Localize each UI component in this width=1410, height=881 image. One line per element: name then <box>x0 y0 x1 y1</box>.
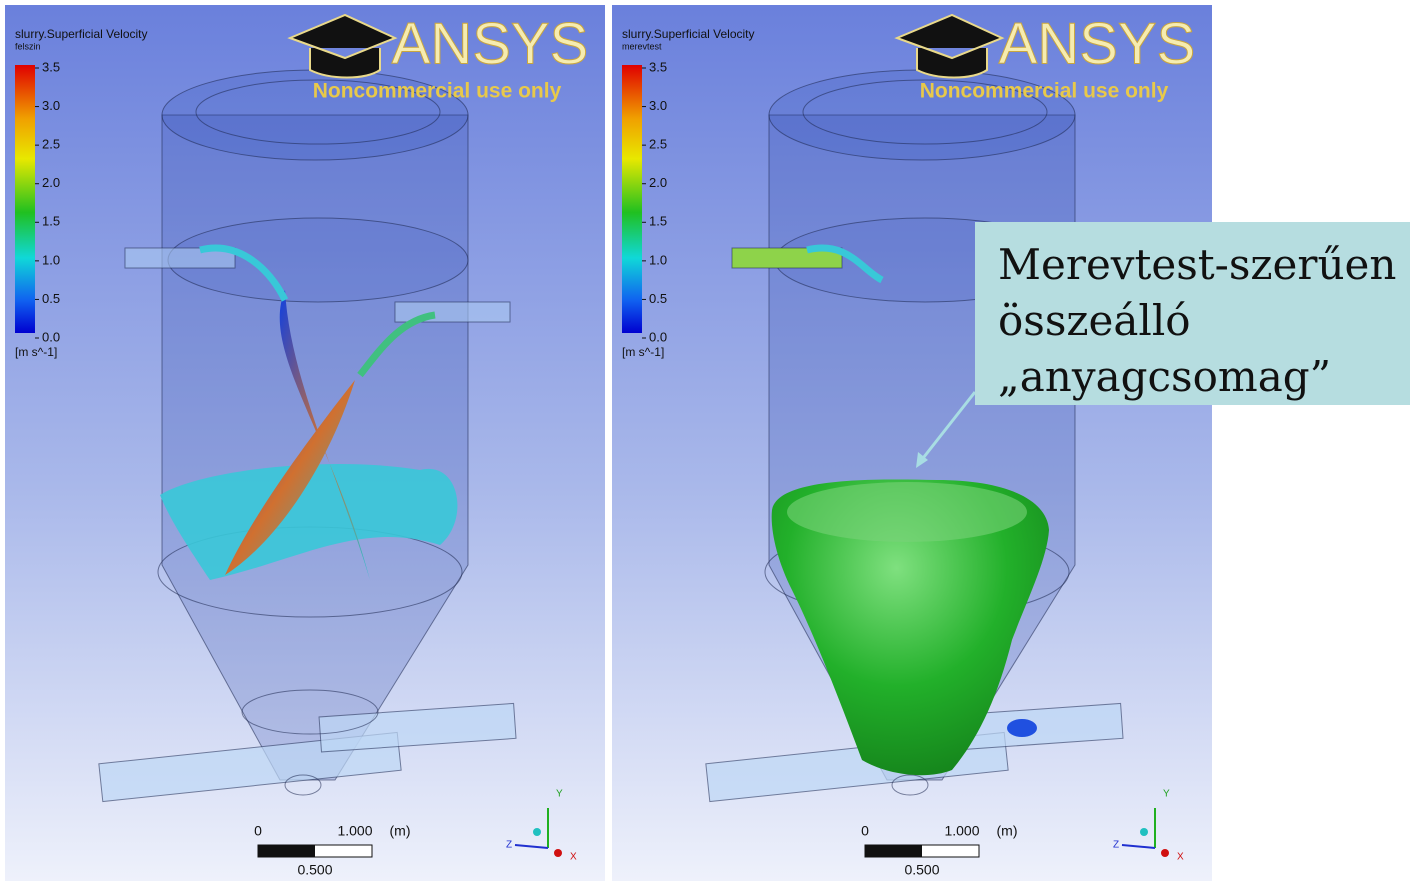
legend-tick-label: 0.0 <box>42 329 60 344</box>
callout-line: „anyagcsomag” <box>998 352 1331 401</box>
legend-variable: felszin <box>15 41 41 51</box>
scale-end: 1.000 <box>337 823 372 839</box>
legend-tick-label: 3.0 <box>42 98 60 113</box>
scale-start: 0 <box>861 823 869 839</box>
color-bar <box>15 65 35 333</box>
axis-y-label: Y <box>556 789 563 800</box>
legend-tick-label: 2.5 <box>42 137 60 152</box>
callout-line: összeálló <box>998 296 1191 345</box>
logo-brand: ANSYS <box>999 11 1196 76</box>
scale-bar-fill <box>865 845 922 857</box>
axis-origin <box>533 828 541 836</box>
axis-x-label: X <box>1177 852 1184 863</box>
legend-unit: [m s^-1] <box>622 345 664 359</box>
legend-tick-label: 1.5 <box>42 214 60 229</box>
legend-tick-label: 2.5 <box>649 137 667 152</box>
axis-z-label: Z <box>506 840 512 851</box>
page: slurry.Superficial Velocityfelszin3.53.0… <box>0 0 1410 881</box>
legend-title: slurry.Superficial Velocity <box>622 27 755 41</box>
axis-x <box>1161 849 1169 857</box>
legend-tick-label: 0.5 <box>42 291 60 306</box>
legend-tick-label: 0.5 <box>649 291 667 306</box>
legend-tick-label: 1.5 <box>649 214 667 229</box>
legend-tick-label: 2.0 <box>42 175 60 190</box>
legend-tick-label: 3.0 <box>649 98 667 113</box>
legend-unit: [m s^-1] <box>15 345 57 359</box>
logo-notice: Noncommercial use only <box>920 80 1169 103</box>
legend-variable: merevtest <box>622 41 662 51</box>
scale-bar-fill <box>258 845 315 857</box>
logo-notice: Noncommercial use only <box>313 80 562 103</box>
axis-origin <box>1140 828 1148 836</box>
scale-start: 0 <box>254 823 262 839</box>
axis-x-label: X <box>570 852 577 863</box>
axis-x <box>554 849 562 857</box>
callout-line: Merevtest-szerűen <box>998 240 1396 289</box>
legend-tick-label: 1.0 <box>649 252 667 267</box>
scale-unit: (m) <box>997 823 1018 839</box>
legend-tick-label: 3.5 <box>649 59 667 74</box>
legend-tick-label: 2.0 <box>649 175 667 190</box>
logo-brand: ANSYS <box>392 11 589 76</box>
color-bar <box>622 65 642 333</box>
scale-end: 1.000 <box>944 823 979 839</box>
scale-mid: 0.500 <box>297 862 332 878</box>
legend-title: slurry.Superficial Velocity <box>15 27 148 41</box>
outlet-blob <box>1007 719 1037 737</box>
axis-y-label: Y <box>1163 789 1170 800</box>
legend-tick-label: 3.5 <box>42 59 60 74</box>
axis-z-label: Z <box>1113 840 1119 851</box>
legend-tick-label: 1.0 <box>42 252 60 267</box>
legend-tick-label: 0.0 <box>649 329 667 344</box>
solid-plug-top <box>787 482 1027 542</box>
scale-mid: 0.500 <box>904 862 939 878</box>
scale-unit: (m) <box>390 823 411 839</box>
slide: slurry.Superficial Velocityfelszin3.53.0… <box>0 0 1410 881</box>
